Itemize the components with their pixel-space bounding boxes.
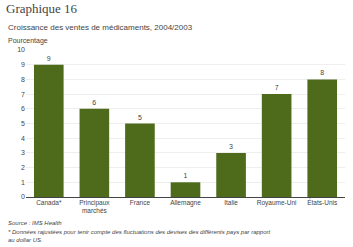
svg-text:1: 1 xyxy=(21,179,25,186)
svg-text:Graphique 16: Graphique 16 xyxy=(6,1,78,16)
svg-text:Italie: Italie xyxy=(224,199,238,206)
svg-text:4: 4 xyxy=(21,135,25,142)
svg-text:6: 6 xyxy=(21,105,25,112)
svg-text:* Données rajustées pour tenir: * Données rajustées pour tenir compte de… xyxy=(8,229,270,235)
svg-text:Principauxmarchés: Principauxmarchés xyxy=(79,199,110,214)
svg-text:3: 3 xyxy=(229,143,233,150)
svg-text:France: France xyxy=(130,199,151,206)
svg-text:9: 9 xyxy=(47,55,51,62)
svg-text:5: 5 xyxy=(138,114,142,121)
svg-text:au dollar US.: au dollar US. xyxy=(8,237,43,243)
svg-text:8: 8 xyxy=(21,76,25,83)
svg-text:3: 3 xyxy=(21,149,25,156)
svg-text:États-Unis: États-Unis xyxy=(307,198,338,206)
svg-text:1: 1 xyxy=(184,172,188,179)
svg-text:Croissance des ventes de médic: Croissance des ventes de médicaments, 20… xyxy=(8,23,193,32)
svg-text:5: 5 xyxy=(21,120,25,127)
svg-text:8: 8 xyxy=(320,69,324,76)
svg-text:Source : IMS Health: Source : IMS Health xyxy=(8,220,62,226)
svg-text:0: 0 xyxy=(21,193,25,200)
svg-text:7: 7 xyxy=(275,84,279,91)
svg-text:Royaume-Uni: Royaume-Uni xyxy=(257,199,297,207)
svg-text:2: 2 xyxy=(21,164,25,171)
svg-text:Canada*: Canada* xyxy=(36,199,62,206)
svg-text:7: 7 xyxy=(21,91,25,98)
svg-text:6: 6 xyxy=(92,99,96,106)
svg-text:10: 10 xyxy=(17,46,25,53)
svg-text:Pourcentage: Pourcentage xyxy=(8,37,48,45)
svg-text:Allemagne: Allemagne xyxy=(170,199,201,207)
svg-text:9: 9 xyxy=(21,61,25,68)
